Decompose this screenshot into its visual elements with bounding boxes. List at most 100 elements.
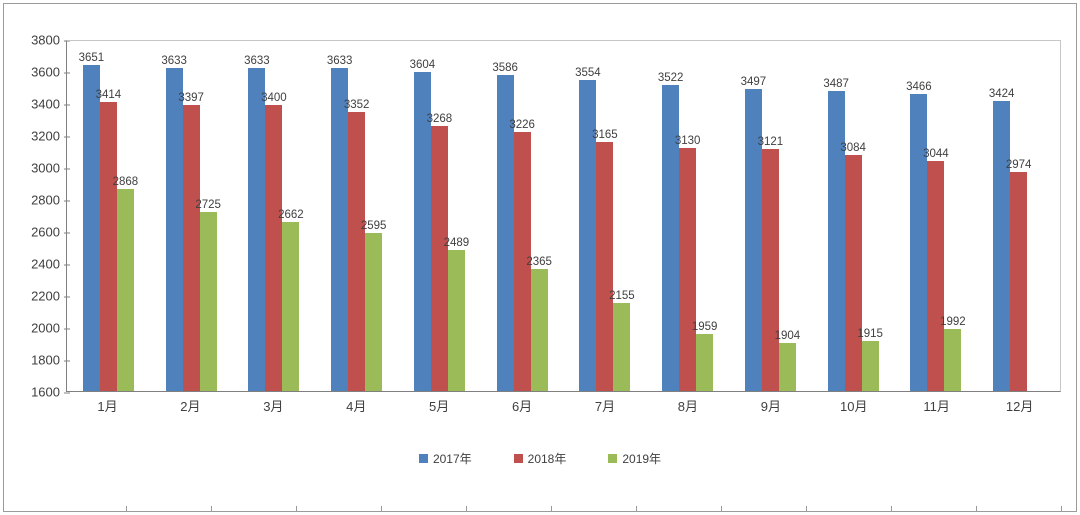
bar-group-3月: 3633 3400 2662 [233, 41, 316, 391]
bar-value-label: 3400 [261, 91, 287, 104]
bar-2019年-5月: 2489 [444, 237, 469, 391]
x-axis-label: 4月 [346, 399, 367, 414]
bar-value-label: 3397 [178, 92, 204, 105]
x-axis-label: 1月 [97, 399, 118, 414]
y-axis-label: 3400 [4, 97, 70, 112]
bar-slot: 1959 [692, 41, 717, 391]
legend-item-2018年: 2018年 [513, 450, 566, 467]
bar-2018年-4月: 3352 [344, 99, 369, 391]
bar-slot: 3604 [410, 41, 435, 391]
bar-slot: 1915 [857, 41, 883, 391]
bar-2017年-1月: 3651 [79, 52, 104, 391]
bar-2018年-11月: 3044 [923, 148, 949, 391]
bar-slot: 2489 [444, 41, 469, 391]
y-axis-label: 2000 [4, 321, 70, 336]
bar-2017年-5月: 3604 [410, 59, 435, 391]
bar-slot: 2595 [361, 41, 386, 391]
bar-value-label: 3084 [840, 141, 866, 154]
y-axis-label: 2200 [4, 289, 70, 304]
bar-value-label: 3633 [244, 54, 270, 67]
bar-2018年-10月: 3084 [840, 142, 866, 391]
x-axis-label: 3月 [263, 399, 284, 414]
legend-label: 2017年 [432, 452, 472, 466]
y-axis-label: 1600 [4, 385, 70, 400]
bar-value-label: 2489 [443, 236, 470, 249]
bar-slot: 2725 [195, 41, 221, 391]
y-axis-label: 2600 [4, 225, 70, 240]
bar-2019年-1月: 2868 [113, 176, 138, 391]
bar-2017年-3月: 3633 [244, 55, 270, 391]
bar-2017年-2月: 3633 [161, 55, 187, 391]
y-axis-label: 3600 [4, 65, 70, 80]
y-axis-label: 3200 [4, 129, 70, 144]
bar-2018年-9月: 3121 [758, 136, 783, 391]
x-axis-label: 9月 [760, 399, 781, 414]
bar-value-label: 3487 [823, 77, 849, 90]
bar-value-label: 3130 [674, 134, 701, 147]
bar-2018年-2月: 3397 [178, 92, 204, 391]
plot-area: 3651 3414 2868 3633 3397 2725 3633 3400 2662 3633… [66, 40, 1061, 392]
bar-value-label: 3165 [592, 129, 618, 142]
sheet-edge-ticks [42, 506, 1076, 511]
bar-slot: 3424 [989, 41, 1014, 391]
bar-2019年-11月: 1992 [940, 316, 966, 391]
bar-2019年-6月: 2365 [526, 256, 552, 391]
bar-2017年-7月: 3554 [575, 67, 601, 391]
bar-value-label: 1915 [857, 327, 883, 340]
bar-slot: 3633 [161, 41, 187, 391]
bar-slot: 3497 [741, 41, 766, 391]
y-axis-label: 3000 [4, 161, 70, 176]
bar-2019年-3月: 2662 [278, 209, 304, 391]
bar-value-label: 3633 [326, 54, 353, 67]
bar-slot: 3466 [906, 41, 932, 391]
bar-value-label: 3268 [426, 112, 453, 125]
bar-slot: 3400 [261, 41, 287, 391]
legend-label: 2019年 [622, 452, 662, 466]
x-axis-label: 11月 [923, 399, 950, 414]
bar-slot: 2868 [113, 41, 138, 391]
bar-2017年-12月: 3424 [989, 88, 1014, 391]
y-axis-label: 2800 [4, 193, 70, 208]
bar-slot: 1904 [775, 41, 800, 391]
bar-slot: 2365 [526, 41, 552, 391]
bar-2017年-11月: 3466 [906, 81, 932, 391]
bar-group-6月: 3586 3226 2365 [481, 41, 564, 391]
x-axis-label: 10月 [840, 399, 868, 414]
bar-slot: 3554 [575, 41, 601, 391]
bar-slot: 3268 [427, 41, 452, 391]
bar-slot: 3352 [344, 41, 369, 391]
bar-value-label: 1959 [691, 320, 718, 333]
bar-slot [1027, 41, 1044, 391]
x-axis-label: 8月 [677, 399, 699, 414]
bar-value-label: 3604 [409, 59, 436, 72]
legend-swatch-icon [513, 454, 523, 463]
bar-value-label: 2365 [526, 256, 552, 269]
bar-value-label: 1992 [940, 315, 966, 328]
bar-2019年-2月: 2725 [195, 199, 221, 391]
bar-group-2月: 3633 3397 2725 [150, 41, 233, 391]
y-axis-label: 1800 [4, 353, 70, 368]
x-axis-label: 12月 [1005, 399, 1034, 414]
bar-2018年-3月: 3400 [261, 92, 287, 391]
bar-group-4月: 3633 3352 2595 [315, 41, 398, 391]
bar-value-label: 2595 [360, 219, 387, 232]
bar-value-label: 3226 [509, 119, 535, 132]
bar-slot: 2155 [609, 41, 635, 391]
bar-value-label: 2868 [112, 176, 139, 189]
bar-value-label: 3424 [988, 87, 1015, 100]
bar-value-label: 3651 [78, 51, 105, 64]
x-axis-label: 5月 [429, 399, 450, 414]
bar-value-label: 3352 [343, 99, 370, 112]
bar-slot: 3414 [96, 41, 121, 391]
y-axis-label: 2400 [4, 257, 70, 272]
x-axis-label: 6月 [511, 399, 533, 414]
bar-group-9月: 3497 3121 1904 [729, 41, 812, 391]
legend-swatch-icon [608, 454, 618, 463]
bar-slot: 3044 [923, 41, 949, 391]
bar-slot: 3487 [823, 41, 849, 391]
bar-2018年-5月: 3268 [427, 113, 452, 391]
bar-value-label: 3466 [906, 81, 932, 94]
bar-group-5月: 3604 3268 2489 [398, 41, 481, 391]
bar-value-label: 3586 [492, 62, 518, 75]
bar-slot: 3226 [509, 41, 535, 391]
